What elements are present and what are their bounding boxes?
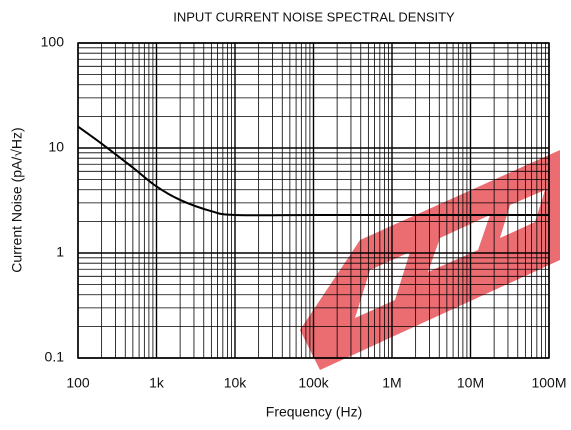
y-axis-label: Current Noise (pA/√Hz) [9,127,25,272]
y-tick-label: 0.1 [45,349,65,365]
watermark [300,150,560,370]
y-tick-label: 1 [56,244,64,260]
x-tick-label: 1k [149,375,165,391]
x-axis-label: Frequency (Hz) [266,404,362,420]
y-tick-label: 10 [48,139,64,155]
data-line [77,125,549,217]
x-tick-label: 10M [457,375,484,391]
x-tick-label: 1M [382,375,401,391]
y-tick-label: 100 [41,34,65,50]
x-tick-label: 100k [298,375,329,391]
plot-frame [77,42,550,359]
chart-title: INPUT CURRENT NOISE SPECTRAL DENSITY [173,9,455,24]
x-tick-label: 100 [66,375,90,391]
x-tick-label: 100M [531,375,566,391]
watermark-shape [300,150,560,370]
watermark-shape [500,190,545,238]
x-tick-label: 10k [224,375,248,391]
